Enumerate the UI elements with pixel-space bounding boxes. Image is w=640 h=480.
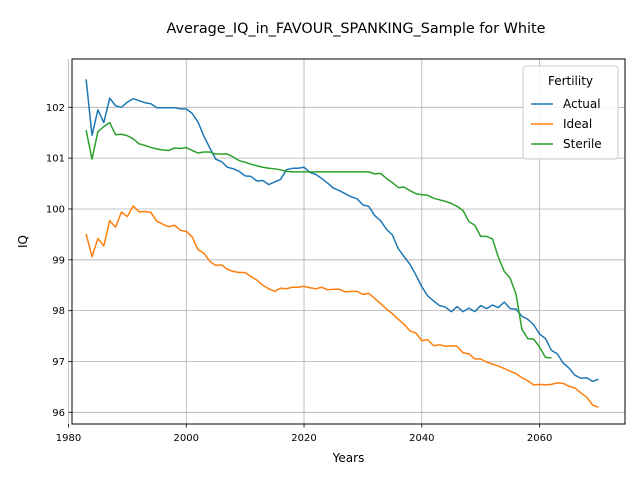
x-tick-label: 2020	[291, 433, 316, 444]
y-tick-label: 96	[52, 408, 65, 419]
series-line-actual	[85, 79, 599, 383]
y-tick-label: 97	[52, 357, 65, 368]
x-tick-label: 2040	[409, 433, 434, 444]
legend-title: Fertility	[548, 74, 593, 88]
y-tick-label: 100	[46, 204, 65, 215]
y-axis-label: IQ	[16, 235, 30, 248]
x-axis-label: Years	[332, 451, 365, 465]
series-line-sterile	[85, 121, 552, 359]
x-tick-label: 2060	[527, 433, 552, 444]
y-tick-label: 98	[52, 306, 65, 317]
chart-title: Average_IQ_in_FAVOUR_SPANKING_Sample for…	[167, 21, 546, 37]
y-axis: 96 97 98 99 100 101 102	[46, 103, 72, 419]
series-line-ideal	[85, 205, 599, 408]
plot-area-frame	[71, 58, 626, 425]
x-tick-label: 1980	[56, 433, 81, 444]
legend-label-sterile: Sterile	[563, 137, 602, 151]
x-axis: 1980 2000 2020 2040 2060	[56, 424, 552, 444]
y-tick-label: 99	[52, 255, 65, 266]
legend-label-ideal: Ideal	[563, 117, 592, 131]
series-layer	[85, 79, 599, 408]
y-tick-label: 102	[46, 103, 65, 114]
legend-label-actual: Actual	[563, 97, 601, 111]
legend-entries: Actual Ideal Sterile	[531, 97, 602, 151]
x-tick-label: 2000	[174, 433, 199, 444]
y-tick-label: 101	[46, 154, 65, 165]
legend: Fertility Actual Ideal Sterile	[522, 65, 619, 160]
legend-box	[522, 65, 619, 160]
